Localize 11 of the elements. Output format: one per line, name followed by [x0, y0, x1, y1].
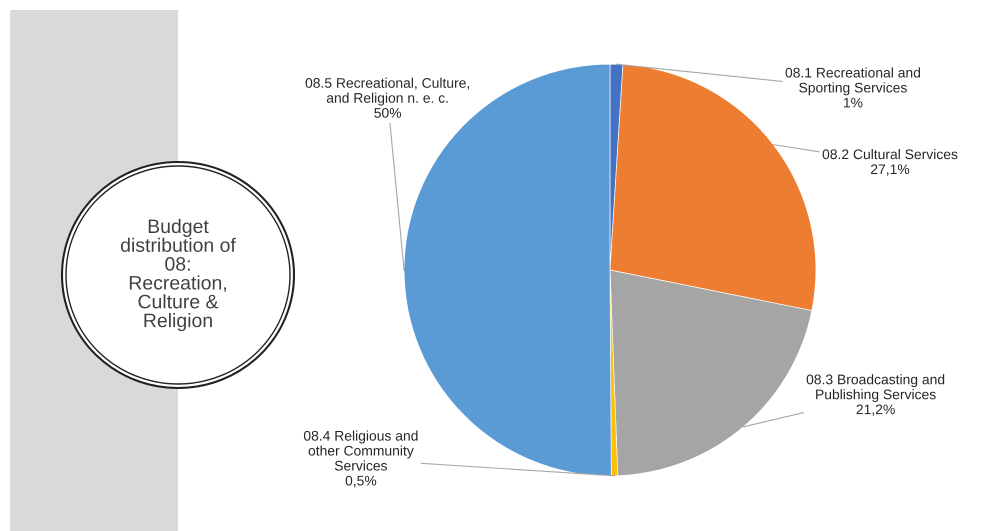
slice-label: 08.3 Broadcasting and Publishing Services: [806, 374, 944, 402]
slice-label: 08.4 Religious and other Community Services: [304, 430, 418, 471]
text: Budget distribution of 08: Recreation, Culture & Religion: [120, 218, 236, 332]
data-label: 50%: [374, 108, 402, 118]
data-label: 27,1%: [871, 164, 910, 176]
slice-label: 08.1 Recreational and Sporting Services: [786, 67, 920, 96]
data-label: 21,2%: [856, 404, 895, 416]
data-label: 1%: [844, 98, 862, 108]
slice-label: 08.2 Cultural Services: [822, 148, 958, 160]
data-label: 0,5%: [346, 476, 376, 488]
slice-label: 08.5 Recreational, Culture, and Religion n. e. c.: [306, 78, 470, 106]
